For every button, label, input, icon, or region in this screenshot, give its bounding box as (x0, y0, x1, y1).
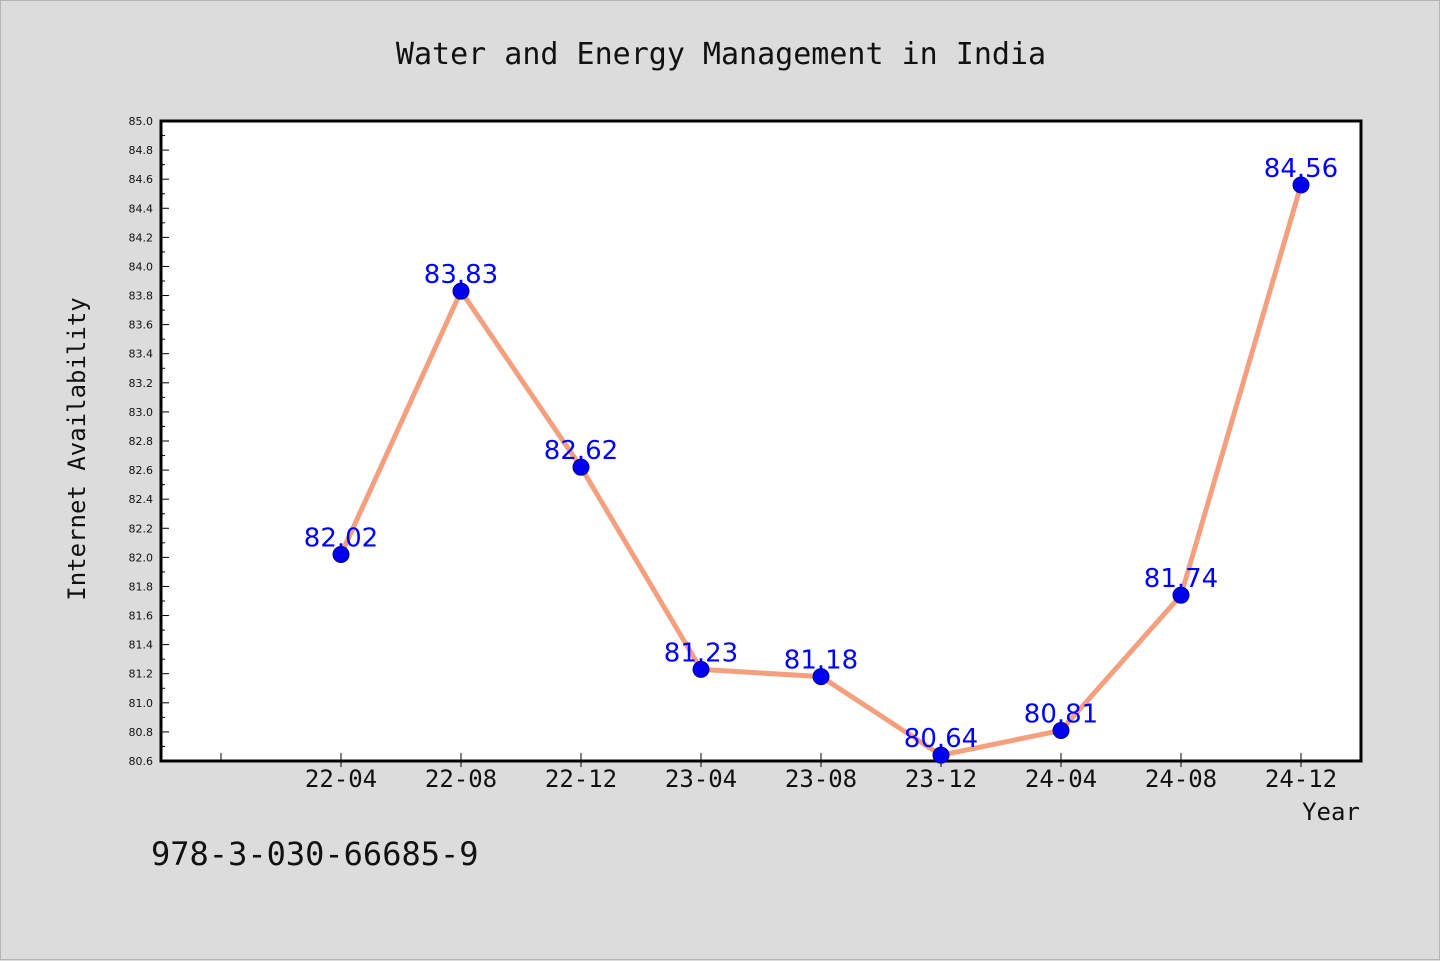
data-point (452, 282, 470, 300)
y-tick-label: 80.8 (129, 726, 154, 739)
data-point (1292, 176, 1310, 194)
data-label: 80.64 (904, 724, 978, 754)
y-tick-label: 81.8 (129, 580, 154, 593)
x-tick-label: 24-04 (1025, 765, 1097, 793)
plot-area (159, 119, 1363, 763)
y-tick-label: 83.8 (129, 290, 154, 303)
data-label: 83.83 (424, 260, 498, 290)
y-tick-label: 82.2 (129, 522, 154, 535)
y-tick-label: 83.2 (129, 377, 154, 390)
y-tick-label: 85.0 (129, 115, 154, 128)
y-tick-label: 81.4 (129, 639, 154, 652)
y-tick-label: 84.4 (129, 202, 154, 215)
data-label: 84.56 (1264, 154, 1338, 184)
y-tick-label: 81.0 (129, 697, 154, 710)
chart-title: Water and Energy Management in India (396, 37, 1046, 72)
y-tick-label: 80.6 (129, 755, 154, 768)
y-tick-label: 84.8 (129, 144, 154, 157)
data-point (812, 668, 830, 686)
data-point (572, 458, 590, 476)
data-label: 81.74 (1144, 564, 1218, 594)
y-tick-label: 83.0 (129, 406, 154, 419)
x-tick-label: 23-12 (905, 765, 977, 793)
series-markers (332, 176, 1310, 764)
data-label: 81.18 (784, 646, 858, 676)
data-label: 82.62 (544, 436, 618, 466)
data-label: 82.02 (304, 523, 378, 553)
y-tick-label: 82.8 (129, 435, 154, 448)
x-tick-label: 24-08 (1145, 765, 1217, 793)
y-tick-label: 84.6 (129, 173, 154, 186)
x-tick-label: 23-08 (785, 765, 857, 793)
data-labels: 82.02 83.83 82.62 81.23 81.18 80.64 80.81 81.74… (304, 154, 1338, 754)
y-tick-label: 82.6 (129, 464, 154, 477)
data-label: 80.81 (1024, 699, 1098, 729)
x-tick-label: 22-04 (305, 765, 377, 793)
data-label: 81.23 (664, 638, 738, 668)
x-tick-label: 22-12 (545, 765, 617, 793)
data-point (1052, 721, 1070, 739)
data-point (692, 660, 710, 678)
y-tick-label: 81.2 (129, 668, 154, 681)
y-tick-label: 83.4 (129, 348, 154, 361)
y-tick-label: 83.6 (129, 319, 154, 332)
y-tick-label: 81.6 (129, 610, 154, 623)
x-tick-label: 22-08 (425, 765, 497, 793)
y-tick-label: 84.0 (129, 260, 154, 273)
x-tick-label: 23-04 (665, 765, 737, 793)
y-axis-label: Internet Availability (63, 297, 91, 600)
x-axis: 22-04 22-08 22-12 23-04 23-08 23-12 24-04 24-08… (220, 753, 1337, 793)
x-axis-label: Year (1302, 798, 1360, 826)
data-point (332, 545, 350, 563)
footer-note: 978-3-030-66685-9 (151, 835, 479, 873)
y-tick-label: 82.4 (129, 493, 154, 506)
data-point (1172, 586, 1190, 604)
y-tick-label: 82.0 (129, 551, 154, 564)
y-tick-label: 84.2 (129, 231, 154, 244)
y-axis: 80.6 80.8 81.0 81.2 81.4 81.6 81.8 82.0 82.2 82.4… (129, 115, 169, 768)
data-point (932, 746, 950, 764)
x-tick-label: 24-12 (1265, 765, 1337, 793)
